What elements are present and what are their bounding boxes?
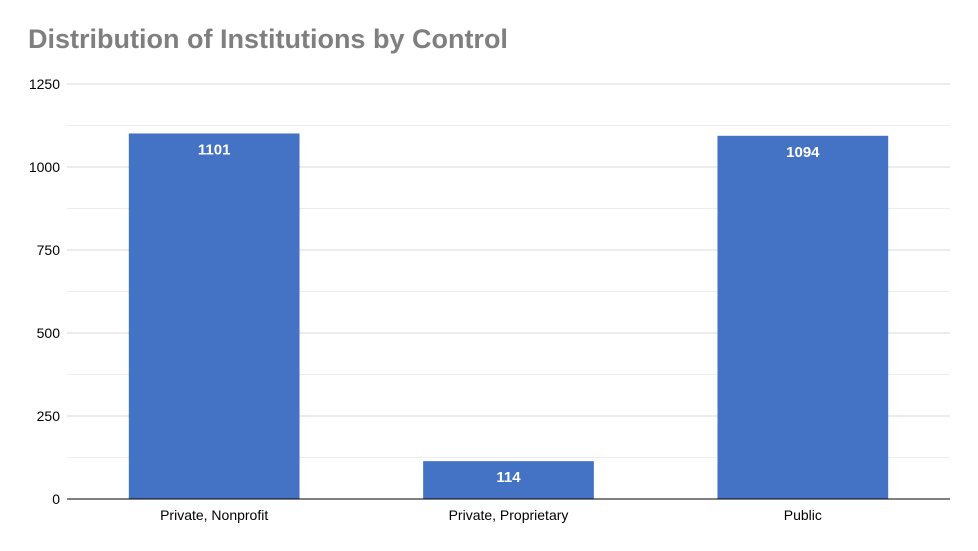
- y-tick-label: 500: [37, 325, 61, 341]
- y-tick-label: 0: [52, 491, 60, 507]
- data-label: 114: [496, 469, 521, 486]
- bar: [423, 461, 594, 499]
- bars: 1101 114 1094: [128, 133, 889, 500]
- bar: [128, 133, 300, 499]
- y-axis-ticks: 0 250 500 750 1000 1250: [29, 76, 60, 507]
- y-tick-label: 250: [37, 408, 61, 424]
- x-tick-label: Public: [784, 507, 822, 523]
- x-tick-label: Private, Proprietary: [449, 507, 569, 523]
- x-tick-label: Private, Nonprofit: [160, 507, 268, 523]
- data-label: 1094: [786, 144, 820, 161]
- y-tick-label: 1250: [29, 76, 60, 92]
- y-tick-label: 1000: [29, 159, 60, 175]
- chart-title: Distribution of Institutions by Control: [28, 24, 508, 54]
- data-label: 1101: [198, 141, 231, 158]
- x-axis-ticks: Private, Nonprofit Private, Proprietary Pu…: [160, 507, 822, 523]
- y-tick-label: 750: [37, 242, 61, 258]
- bar: [717, 135, 889, 500]
